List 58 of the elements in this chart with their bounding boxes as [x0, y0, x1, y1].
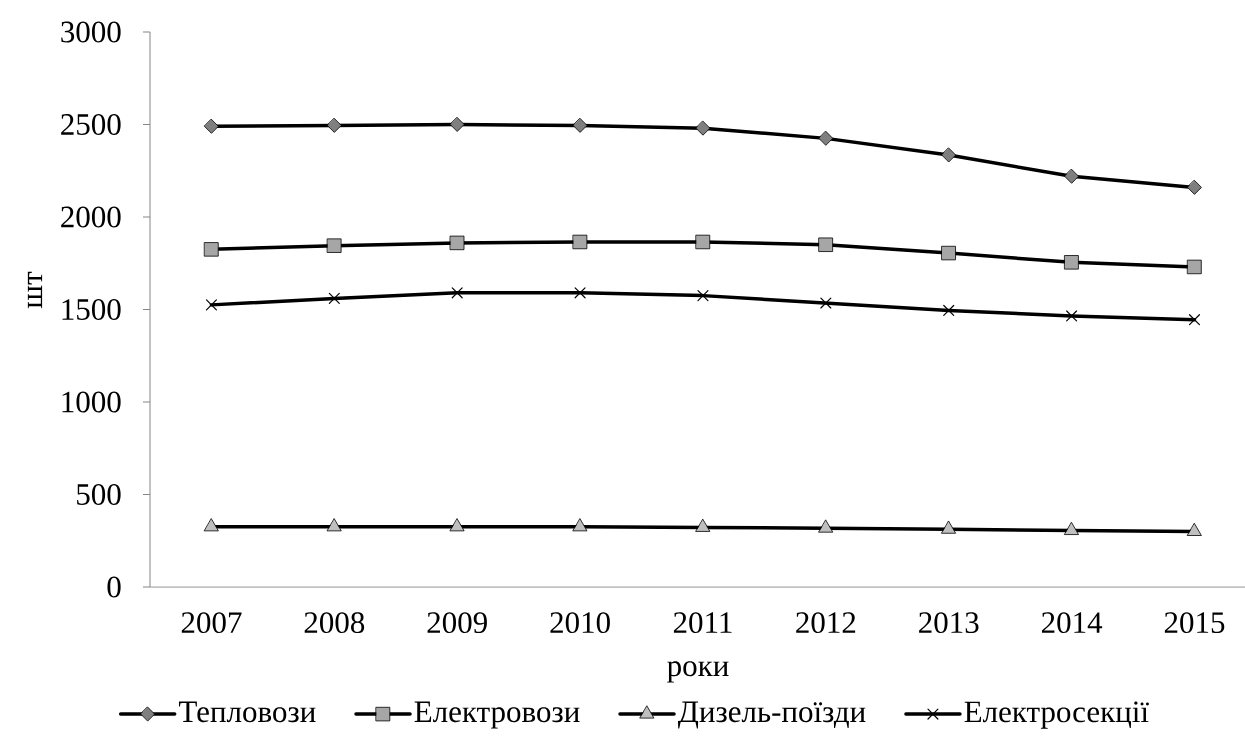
point: [1064, 522, 1079, 535]
point: [941, 520, 957, 534]
point: [574, 287, 586, 299]
point: [1064, 168, 1079, 184]
x-tick-label: 2013: [919, 612, 979, 634]
x-tick-label: 2008: [304, 612, 365, 634]
y-tick-label: 500: [77, 484, 121, 505]
y-tick-label: 3000: [61, 21, 121, 43]
point: [326, 518, 342, 532]
point: [818, 519, 834, 533]
point: [697, 290, 709, 302]
legend-label: Електросекції: [964, 701, 1149, 729]
point: [449, 518, 465, 532]
legend-label: Електровози: [414, 701, 580, 729]
x-tick-label: 2009: [427, 612, 487, 634]
point: [572, 118, 588, 133]
point: [450, 235, 465, 251]
y-axis-title: шт: [27, 271, 43, 309]
y-tick-label: 2500: [61, 114, 121, 135]
point: [451, 287, 463, 299]
x-tick-label: 2011: [673, 612, 732, 634]
point: [695, 120, 711, 136]
point: [820, 297, 832, 309]
point: [204, 518, 219, 532]
x-tick-label: 2007: [181, 612, 242, 634]
point: [1188, 314, 1201, 326]
x-tick-label: 2014: [1041, 612, 1103, 634]
y-tick-label: 1500: [62, 299, 121, 320]
point: [326, 118, 342, 133]
x-tick-label: 2015: [1164, 612, 1225, 634]
point: [1066, 310, 1078, 322]
y-tick-label: 1000: [62, 391, 121, 413]
y-tick-label: 0: [107, 576, 121, 598]
point: [943, 304, 955, 316]
point: [1064, 255, 1079, 270]
point: [818, 237, 834, 252]
point: [695, 234, 711, 250]
x-axis-title: роки: [667, 661, 729, 683]
point: [572, 518, 588, 532]
point: [695, 519, 711, 532]
y-tick-label: 2000: [61, 206, 121, 228]
point: [1187, 259, 1202, 275]
point: [941, 245, 956, 261]
point: [204, 118, 219, 134]
x-tick-label: 2012: [796, 612, 856, 634]
point: [572, 234, 588, 250]
point: [449, 117, 465, 132]
point: [205, 299, 217, 311]
legend-label: Дизель-поїзди: [677, 701, 866, 729]
x-tick-label: 2010: [550, 612, 610, 634]
point: [204, 242, 219, 257]
point: [327, 238, 342, 253]
point: [941, 147, 957, 163]
point: [328, 292, 340, 304]
point: [1187, 180, 1202, 195]
legend-label: Тепловози: [178, 701, 316, 723]
point: [1187, 523, 1202, 536]
point: [818, 130, 834, 146]
